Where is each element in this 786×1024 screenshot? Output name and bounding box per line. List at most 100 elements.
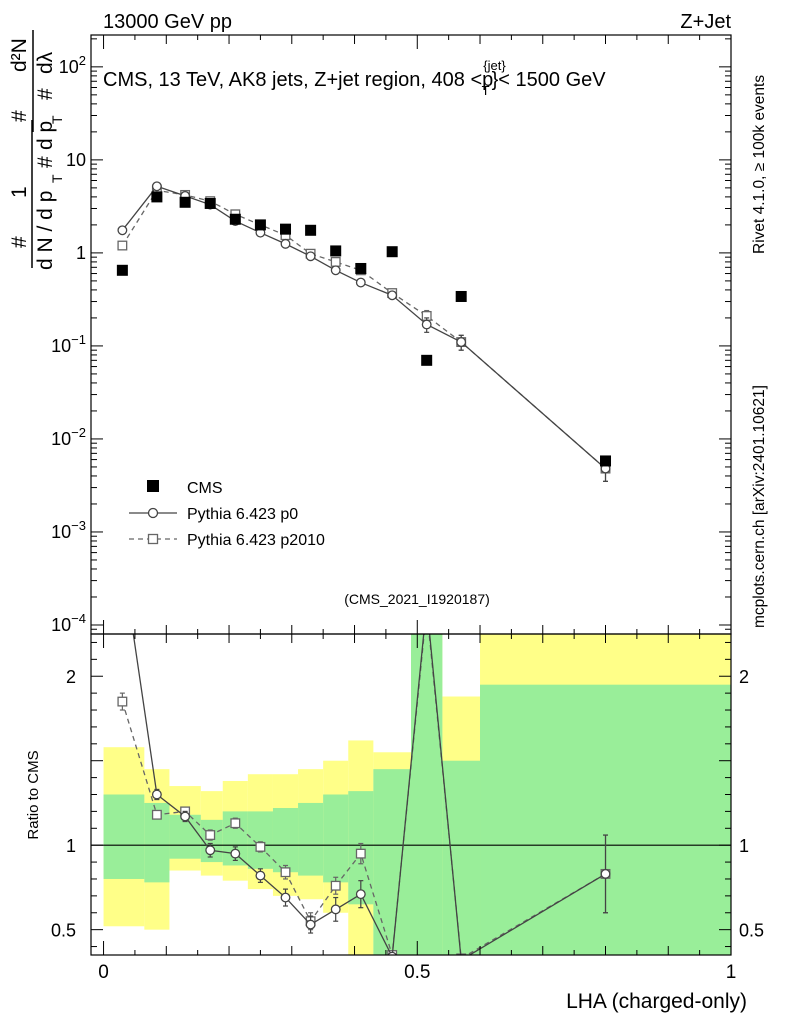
ratio-p2010-point [151, 809, 162, 820]
rivet-version-label: Rivet 4.1.0, ≥ 100k events [751, 75, 768, 254]
main-y-tick-label: 10−3 [51, 518, 86, 542]
analysis-watermark: (CMS_2021_I1920187) [344, 591, 490, 607]
ratio-p0-point [180, 811, 191, 822]
legend-cms-label: CMS [187, 480, 223, 497]
legend-p0-marker [147, 507, 159, 519]
ratio-p0-point [457, 956, 466, 965]
ylabel-one: 1 [8, 186, 31, 198]
ratio-p2010-point [205, 830, 216, 840]
ratio-p0-point [305, 919, 316, 930]
cms-point [229, 213, 241, 225]
legend-p2010-marker [147, 533, 159, 545]
svg-text:CMS, 13 TeV, AK8 jets, Z+jet r: CMS, 13 TeV, AK8 jets, Z+jet region, 408… [103, 58, 606, 98]
header-right: Z+Jet [680, 11, 731, 33]
ratio-p2010-point [117, 696, 128, 707]
p0-point [355, 277, 366, 288]
main-y-tick-label: 10 [66, 150, 86, 170]
ratio-y-tick-label-right: 0.5 [739, 921, 764, 941]
ylabel-dn: d N / d p [34, 191, 57, 270]
ratio-y-tick-label-left: 1 [66, 836, 76, 856]
ratio-p2010-point [330, 880, 341, 891]
green-band-5 [247, 811, 273, 869]
cms-point [151, 191, 163, 203]
green-band-12 [442, 760, 481, 955]
ylabel-hash-3: # [8, 110, 31, 122]
p2010-line [121, 189, 606, 470]
cms-point [305, 224, 317, 236]
plot-title-pre: CMS, 13 TeV, AK8 jets, Z+jet region, 408… [103, 69, 493, 91]
ratio-p0-point [151, 789, 162, 800]
x-axis-label: LHA (charged-only) [566, 990, 747, 1013]
green-band-7 [298, 802, 324, 876]
ratio-p0-point [330, 904, 341, 915]
ratio-p0-point [387, 951, 397, 955]
plot-title-sub: T [482, 83, 490, 98]
main-y-tick-label: 10−1 [51, 332, 86, 356]
green-band-6 [272, 808, 299, 873]
cms-point [600, 455, 612, 467]
green-band-10 [373, 769, 411, 955]
legend-p0-label: Pythia 6.423 p0 [187, 506, 298, 523]
main-y-tick-label: 1 [76, 243, 86, 263]
ratio-p0-point [280, 892, 291, 903]
axes: 102 10 1 10−1 10−2 10−3 10−4 2 2 1 1 0.5 0.5 0 0.5 1 [51, 34, 764, 983]
x-tick-label: 1 [726, 962, 737, 983]
ylabel-t-2: T [49, 115, 65, 124]
ratio-p2010-point [255, 841, 266, 852]
p2010-point [330, 256, 341, 267]
cms-point [330, 245, 342, 257]
cms-point [254, 219, 266, 231]
cms-point [355, 262, 367, 274]
x-tick-label: 0 [98, 962, 109, 983]
plot-title: CMS, 13 TeV, AK8 jets, Z+jet region, 408… [103, 58, 606, 98]
ratio-p0-point [255, 870, 266, 881]
ylabel-hash-1: # [8, 236, 31, 248]
ylabel-dp: d p [34, 121, 57, 150]
legend: CMS Pythia 6.423 p0 Pythia 6.423 p2010 [129, 480, 325, 549]
ratio-p0-point [230, 848, 241, 859]
ratio-p0-point [205, 845, 216, 856]
plot-title-sup: {jet} [483, 58, 506, 73]
main-plot-data [116, 181, 612, 482]
green-band-11 [411, 634, 443, 955]
green-band-13 [480, 684, 731, 955]
x-tick-label: 0.5 [404, 962, 430, 983]
legend-p2010-label: Pythia 6.423 p2010 [187, 532, 325, 549]
cms-point [116, 264, 128, 276]
plot-title-post: }< 1500 GeV [492, 69, 607, 91]
cms-point [179, 196, 191, 208]
green-band-0 [103, 794, 145, 879]
ratio-y-tick-label-left: 0.5 [51, 921, 76, 941]
ylabel-d2n: d²N [8, 38, 31, 72]
p0-line [121, 185, 606, 470]
p0-point [117, 225, 128, 236]
ratio-y-tick-label-left: 2 [66, 667, 76, 687]
cms-point [455, 290, 467, 302]
ratio-p0-point [355, 889, 366, 900]
green-band-8 [323, 794, 349, 883]
ratio-p0-line [132, 634, 606, 955]
p0-point [305, 251, 316, 262]
ylabel-dl: dλ [34, 51, 57, 74]
ylabel-hash-4: # [34, 88, 57, 100]
p0-point [421, 319, 432, 330]
mcplots-label: mcplots.cern.ch [arXiv:2401.10621] [751, 385, 768, 628]
ratio-p0-point [600, 868, 611, 879]
p0-point [330, 265, 341, 276]
ylabel-t-1: T [49, 174, 65, 183]
ratio-p2010-point [355, 848, 366, 859]
p0-point [151, 181, 162, 192]
p0-point [387, 290, 398, 301]
ylabel-hash-2: # [34, 156, 57, 168]
ratio-p2010-point [230, 818, 241, 829]
ratio-y-axis-label: Ratio to CMS [25, 750, 42, 839]
cms-point [421, 354, 433, 366]
ratio-p0-point [118, 555, 127, 564]
p2010-point [117, 240, 128, 251]
cms-point [386, 246, 398, 258]
ratio-uncertainty-bands [103, 634, 731, 955]
header-left: 13000 GeV pp [103, 11, 232, 33]
ratio-p2010-point [280, 867, 291, 878]
ratio-y-tick-label-right: 1 [739, 836, 749, 856]
